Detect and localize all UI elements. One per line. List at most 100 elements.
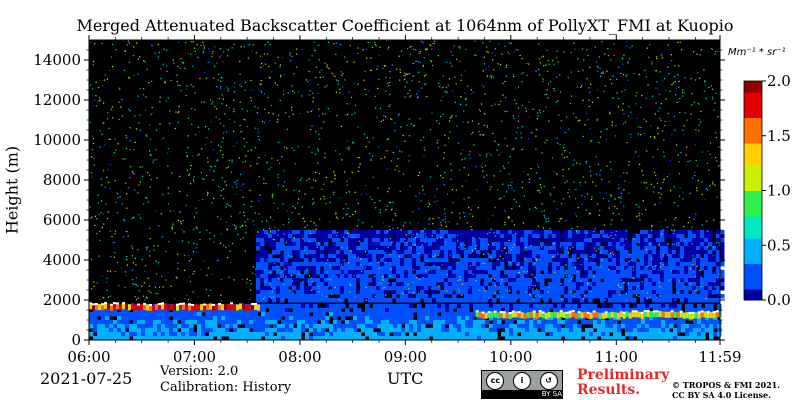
feature-cell [647,282,653,287]
feature-cell [673,308,678,313]
noise-point [282,94,285,96]
feature-cell [475,258,481,263]
feature-cell [459,250,465,255]
feature-cell [657,324,662,329]
feature-cell [538,310,542,313]
feature-cell [349,320,354,325]
feature-cell [441,332,446,337]
feature-cell [359,254,365,259]
feature-cell [297,304,302,309]
feature-cell [271,282,277,287]
feature-cell [113,332,118,337]
feature-cell [371,242,377,247]
noise-point [169,122,171,125]
feature-cell [483,234,489,239]
feature-cell [275,294,281,299]
feature-cell [544,312,548,319]
feature-cell [281,308,286,313]
feature-cell [671,270,677,275]
noise-point [578,248,580,251]
noise-point [421,244,423,246]
feature-cell [677,336,682,341]
feature-cell [439,262,445,267]
feature-cell [373,304,378,309]
feature-cell [465,316,470,321]
feature-cell [475,311,479,318]
feature-cell [301,328,306,333]
feature-cell [525,332,530,337]
feature-cell [301,316,306,321]
feature-cell [643,250,649,255]
feature-cell [429,312,434,317]
feature-cell [521,316,526,321]
feature-cell [573,332,578,337]
noise-point [628,161,630,163]
feature-cell [311,266,317,271]
feature-cell [587,294,593,299]
feature-cell [281,332,286,337]
feature-cell [121,332,126,337]
feature-cell [649,320,654,325]
feature-cell [319,298,325,303]
noise-point [233,279,235,281]
feature-cell [583,266,589,271]
feature-cell [485,332,490,337]
feature-cell [121,308,126,313]
noise-point [708,86,710,88]
noise-point [691,226,693,228]
feature-cell [525,316,530,321]
feature-cell [471,250,477,255]
feature-cell [225,328,230,333]
feature-cell [224,303,227,310]
feature-cell [613,312,617,319]
noise-point [588,105,590,108]
feature-cell [113,336,118,341]
feature-cell [589,312,593,319]
feature-cell [700,310,704,313]
noise-point [93,157,95,160]
feature-cell [427,230,433,235]
feature-cell [663,242,669,247]
feature-cell [371,230,377,235]
feature-cell [451,278,457,283]
feature-cell [667,274,673,279]
feature-cell [465,332,470,337]
feature-cell [255,290,261,295]
feature-cell [335,258,341,263]
feature-cell [325,336,330,341]
feature-cell [129,316,134,321]
feature-cell [641,320,646,325]
feature-cell [158,302,161,305]
noise-point [96,218,98,220]
feature-cell [471,270,477,275]
feature-cell [379,290,385,295]
feature-cell [615,298,621,303]
feature-cell [563,270,569,275]
feature-cell [97,312,102,317]
feature-cell [271,298,277,303]
feature-cell [709,328,714,333]
feature-cell [401,316,406,321]
feature-cell [331,278,337,283]
noise-point [261,297,263,299]
feature-cell [325,308,330,313]
feature-cell [433,328,438,333]
feature-cell [395,250,401,255]
feature-cell [688,312,692,319]
feature-cell [113,303,116,310]
noise-point [671,84,673,86]
feature-cell [583,278,589,283]
noise-point [171,226,173,229]
feature-cell [317,312,322,317]
noise-point [307,111,309,113]
feature-cell [467,230,473,235]
feature-cell [431,274,437,279]
noise-point [165,100,167,102]
feature-cell [533,308,538,313]
feature-cell [487,266,493,271]
feature-cell [377,324,382,329]
feature-cell [315,278,321,283]
noise-point [422,64,424,66]
feature-cell [343,282,349,287]
noise-point [613,54,615,56]
